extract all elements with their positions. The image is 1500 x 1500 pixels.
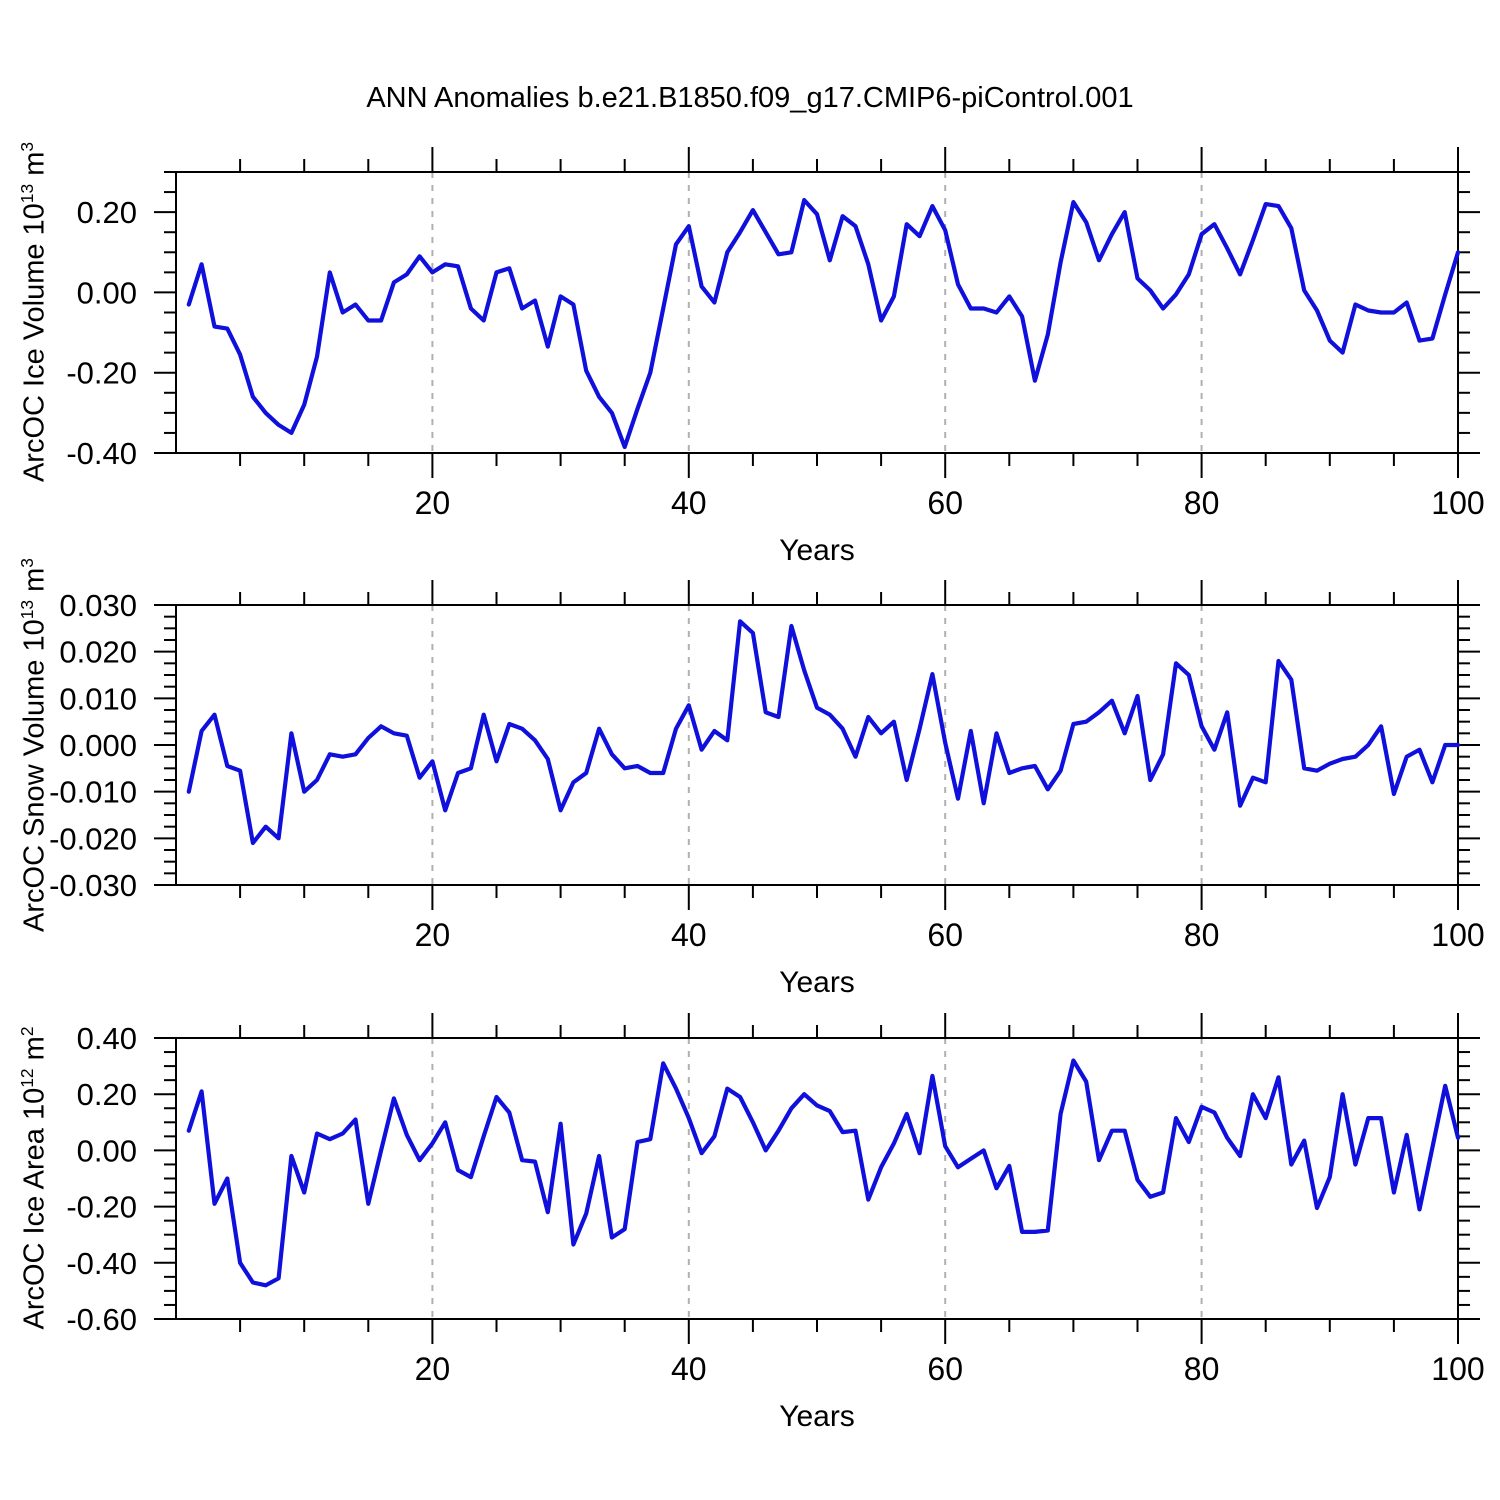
x-tick-label: 40 (671, 485, 707, 521)
y-tick-label: -0.40 (66, 436, 137, 471)
y-tick-label: 0.020 (59, 635, 137, 670)
x-tick-label: 20 (415, 485, 451, 521)
x-tick-label: 20 (415, 917, 451, 953)
y-tick-label: -0.030 (49, 868, 137, 903)
y-tick-label: -0.40 (66, 1246, 137, 1281)
x-tick-label: 80 (1184, 1351, 1220, 1387)
y-tick-label: 0.40 (77, 1021, 137, 1056)
page-title: ANN Anomalies b.e21.B1850.f09_g17.CMIP6-… (366, 82, 1134, 114)
x-tick-label: 100 (1431, 917, 1484, 953)
y-tick-label: 0.00 (77, 275, 137, 310)
series-line (186, 198, 1461, 450)
x-tick-label: 40 (671, 917, 707, 953)
x-tick-label: 60 (927, 1351, 963, 1387)
y-tick-label: 0.20 (77, 1077, 137, 1112)
x-axis-label: Years (779, 1400, 855, 1433)
x-tick-label: 20 (415, 1351, 451, 1387)
x-tick-label: 60 (927, 485, 963, 521)
x-tick-label: 80 (1184, 485, 1220, 521)
y-tick-label: 0.010 (59, 681, 137, 716)
panel-frame (175, 171, 1459, 454)
series-line (186, 1058, 1461, 1288)
y-tick-label: 0.030 (59, 588, 137, 623)
y-tick-label: -0.20 (66, 1190, 137, 1225)
y-tick-label: 0.20 (77, 195, 137, 230)
x-tick-label: 60 (927, 917, 963, 953)
y-tick-label: -0.20 (66, 356, 137, 391)
y-tick-label: 0.000 (59, 728, 137, 763)
series-line (186, 619, 1461, 846)
y-tick-label: -0.60 (66, 1302, 137, 1337)
x-axis-label: Years (779, 534, 855, 567)
panel-frame (175, 1037, 1459, 1320)
panel-frame (175, 604, 1459, 886)
y-tick-label: 0.00 (77, 1133, 137, 1168)
x-tick-label: 100 (1431, 1351, 1484, 1387)
y-tick-label: -0.020 (49, 821, 137, 856)
x-tick-label: 80 (1184, 917, 1220, 953)
y-tick-label: -0.010 (49, 775, 137, 810)
x-tick-label: 40 (671, 1351, 707, 1387)
x-tick-label: 100 (1431, 485, 1484, 521)
x-axis-label: Years (779, 966, 855, 999)
